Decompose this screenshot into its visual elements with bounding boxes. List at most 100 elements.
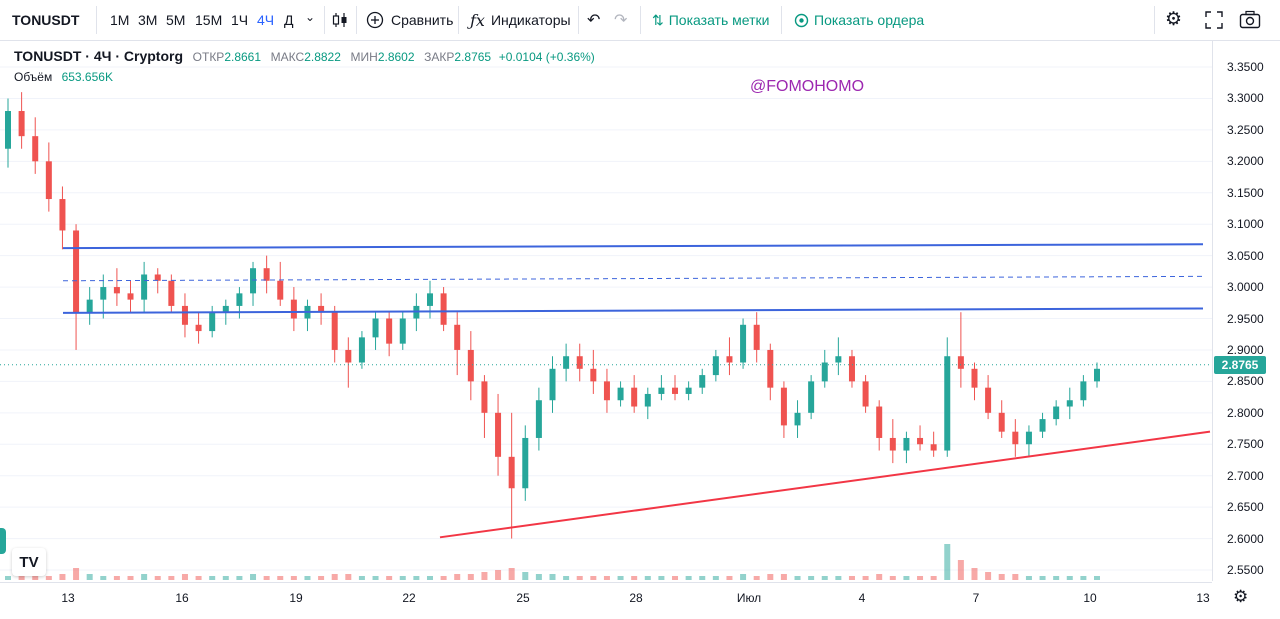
volume-bar	[73, 568, 80, 580]
volume-bar	[168, 576, 175, 580]
volume-bar	[957, 560, 964, 580]
candle-body	[481, 381, 488, 413]
interval-1m[interactable]: 1М	[110, 12, 130, 28]
fullscreen-icon[interactable]	[1205, 11, 1223, 29]
volume-bar	[467, 574, 474, 580]
show-marks-button[interactable]: ⇅ Показать метки	[652, 0, 769, 40]
time-axis[interactable]: 13 16 19 22 25 28 Июл 4 7 10 13	[0, 582, 1212, 619]
interval-5m[interactable]: 5М	[166, 12, 186, 28]
candle-body	[563, 356, 570, 369]
volume-bar	[848, 576, 855, 580]
rising-support-trendline	[439, 430, 1211, 539]
interval-4h[interactable]: 4Ч	[257, 12, 275, 28]
volume-bar	[862, 576, 869, 580]
candle-body	[59, 199, 66, 231]
volume-bar	[209, 576, 216, 580]
resistance-trendline	[62, 243, 1204, 250]
volume-bar	[32, 576, 39, 580]
volume-bar	[426, 576, 433, 580]
interval-3m[interactable]: 3М	[138, 12, 158, 28]
volume-bar	[603, 576, 610, 580]
time-tick-label: 10	[1083, 591, 1097, 605]
candle-body	[971, 368, 978, 388]
interval-1h[interactable]: 1Ч	[231, 12, 249, 28]
candle-body	[944, 356, 951, 451]
price-tick-label: 3.1000	[1227, 217, 1264, 232]
candle-body	[794, 412, 801, 426]
volume-bar	[181, 574, 188, 580]
chart-legend: TONUSDT · 4Ч · Cryptorg ОТКР2.8661 МАКС2…	[14, 48, 595, 64]
candle-body	[658, 387, 665, 394]
candle-body	[998, 412, 1005, 432]
volume-bar	[672, 576, 679, 580]
chevron-down-icon[interactable]: ⌄	[305, 10, 316, 24]
volume-bar	[263, 576, 270, 580]
candle-body	[45, 161, 52, 200]
volume-bar	[59, 574, 66, 580]
price-tick-label: 3.3000	[1227, 91, 1264, 106]
candle-body	[277, 280, 284, 300]
compare-label: Сравнить	[391, 12, 454, 28]
price-chart[interactable]	[0, 41, 1212, 581]
volume-bar	[250, 574, 257, 580]
candle-body	[372, 318, 379, 338]
separator	[578, 6, 579, 34]
volume-bar	[535, 574, 542, 580]
time-tick-label: 7	[972, 591, 980, 605]
camera-icon[interactable]	[1239, 10, 1261, 30]
gear-icon[interactable]: ⚙	[1165, 9, 1183, 30]
price-tick-label: 2.7500	[1227, 437, 1264, 452]
candle-body	[535, 400, 542, 438]
candle-body	[1080, 381, 1087, 401]
candle-body	[603, 381, 610, 401]
candle-body	[32, 136, 39, 162]
candles-icon[interactable]	[331, 11, 349, 29]
candle-body	[644, 393, 651, 407]
volume-bar	[222, 576, 229, 580]
candle-body	[848, 356, 855, 382]
show-marks-label: Показать метки	[668, 12, 770, 28]
symbol-search[interactable]: TONUSDT	[12, 12, 80, 28]
gear-icon[interactable]: ⚙	[1233, 587, 1249, 606]
volume-bar	[767, 574, 774, 580]
price-tick-label: 2.8000	[1227, 405, 1264, 420]
indicators-button[interactable]: ƒx Индикаторы	[470, 0, 571, 40]
candle-body	[699, 375, 706, 388]
candle-body	[835, 356, 842, 363]
show-orders-button[interactable]: Показать ордера	[794, 0, 924, 40]
function-icon: ƒx	[470, 10, 485, 30]
volume-bar	[753, 576, 760, 580]
time-tick-label: 4	[858, 591, 866, 605]
volume-bar	[195, 576, 202, 580]
volume-bar	[481, 572, 488, 580]
price-axis[interactable]: 3.3500 3.3000 3.2500 3.2000 3.1500 3.1000 3.05…	[1212, 41, 1280, 581]
candle-body	[740, 324, 747, 363]
candle-body	[1025, 431, 1032, 445]
price-tick-label: 3.2500	[1227, 122, 1264, 137]
candle-body	[113, 287, 120, 294]
time-tick-label: 25	[516, 591, 530, 605]
volume-bar	[998, 574, 1005, 580]
candle-body	[903, 437, 910, 451]
interval-1d[interactable]: Д	[284, 12, 294, 28]
candle-body	[712, 356, 719, 376]
volume-bar	[358, 576, 365, 580]
price-tick-label: 3.0500	[1227, 248, 1264, 263]
interval-15m[interactable]: 15М	[195, 12, 223, 28]
legend-symbol[interactable]: TONUSDT · 4Ч · Cryptorg	[14, 48, 184, 64]
candle-body	[1039, 419, 1046, 432]
candle-body	[862, 381, 869, 407]
volume-bar	[794, 576, 801, 580]
undo-icon[interactable]: ↶	[587, 12, 601, 29]
volume-bar	[154, 576, 161, 580]
volume-bar	[821, 576, 828, 580]
candle-body	[358, 337, 365, 363]
volume-bar	[971, 568, 978, 580]
channel-midline	[62, 275, 1204, 282]
redo-icon[interactable]: ↷	[614, 12, 628, 29]
tradingview-logo[interactable]: TV	[12, 548, 46, 576]
compare-button[interactable]: Сравнить	[366, 0, 453, 40]
time-tick-label: 16	[175, 591, 189, 605]
tradingview-logo-text: TV	[19, 553, 39, 571]
collapse-handle[interactable]	[0, 528, 6, 554]
